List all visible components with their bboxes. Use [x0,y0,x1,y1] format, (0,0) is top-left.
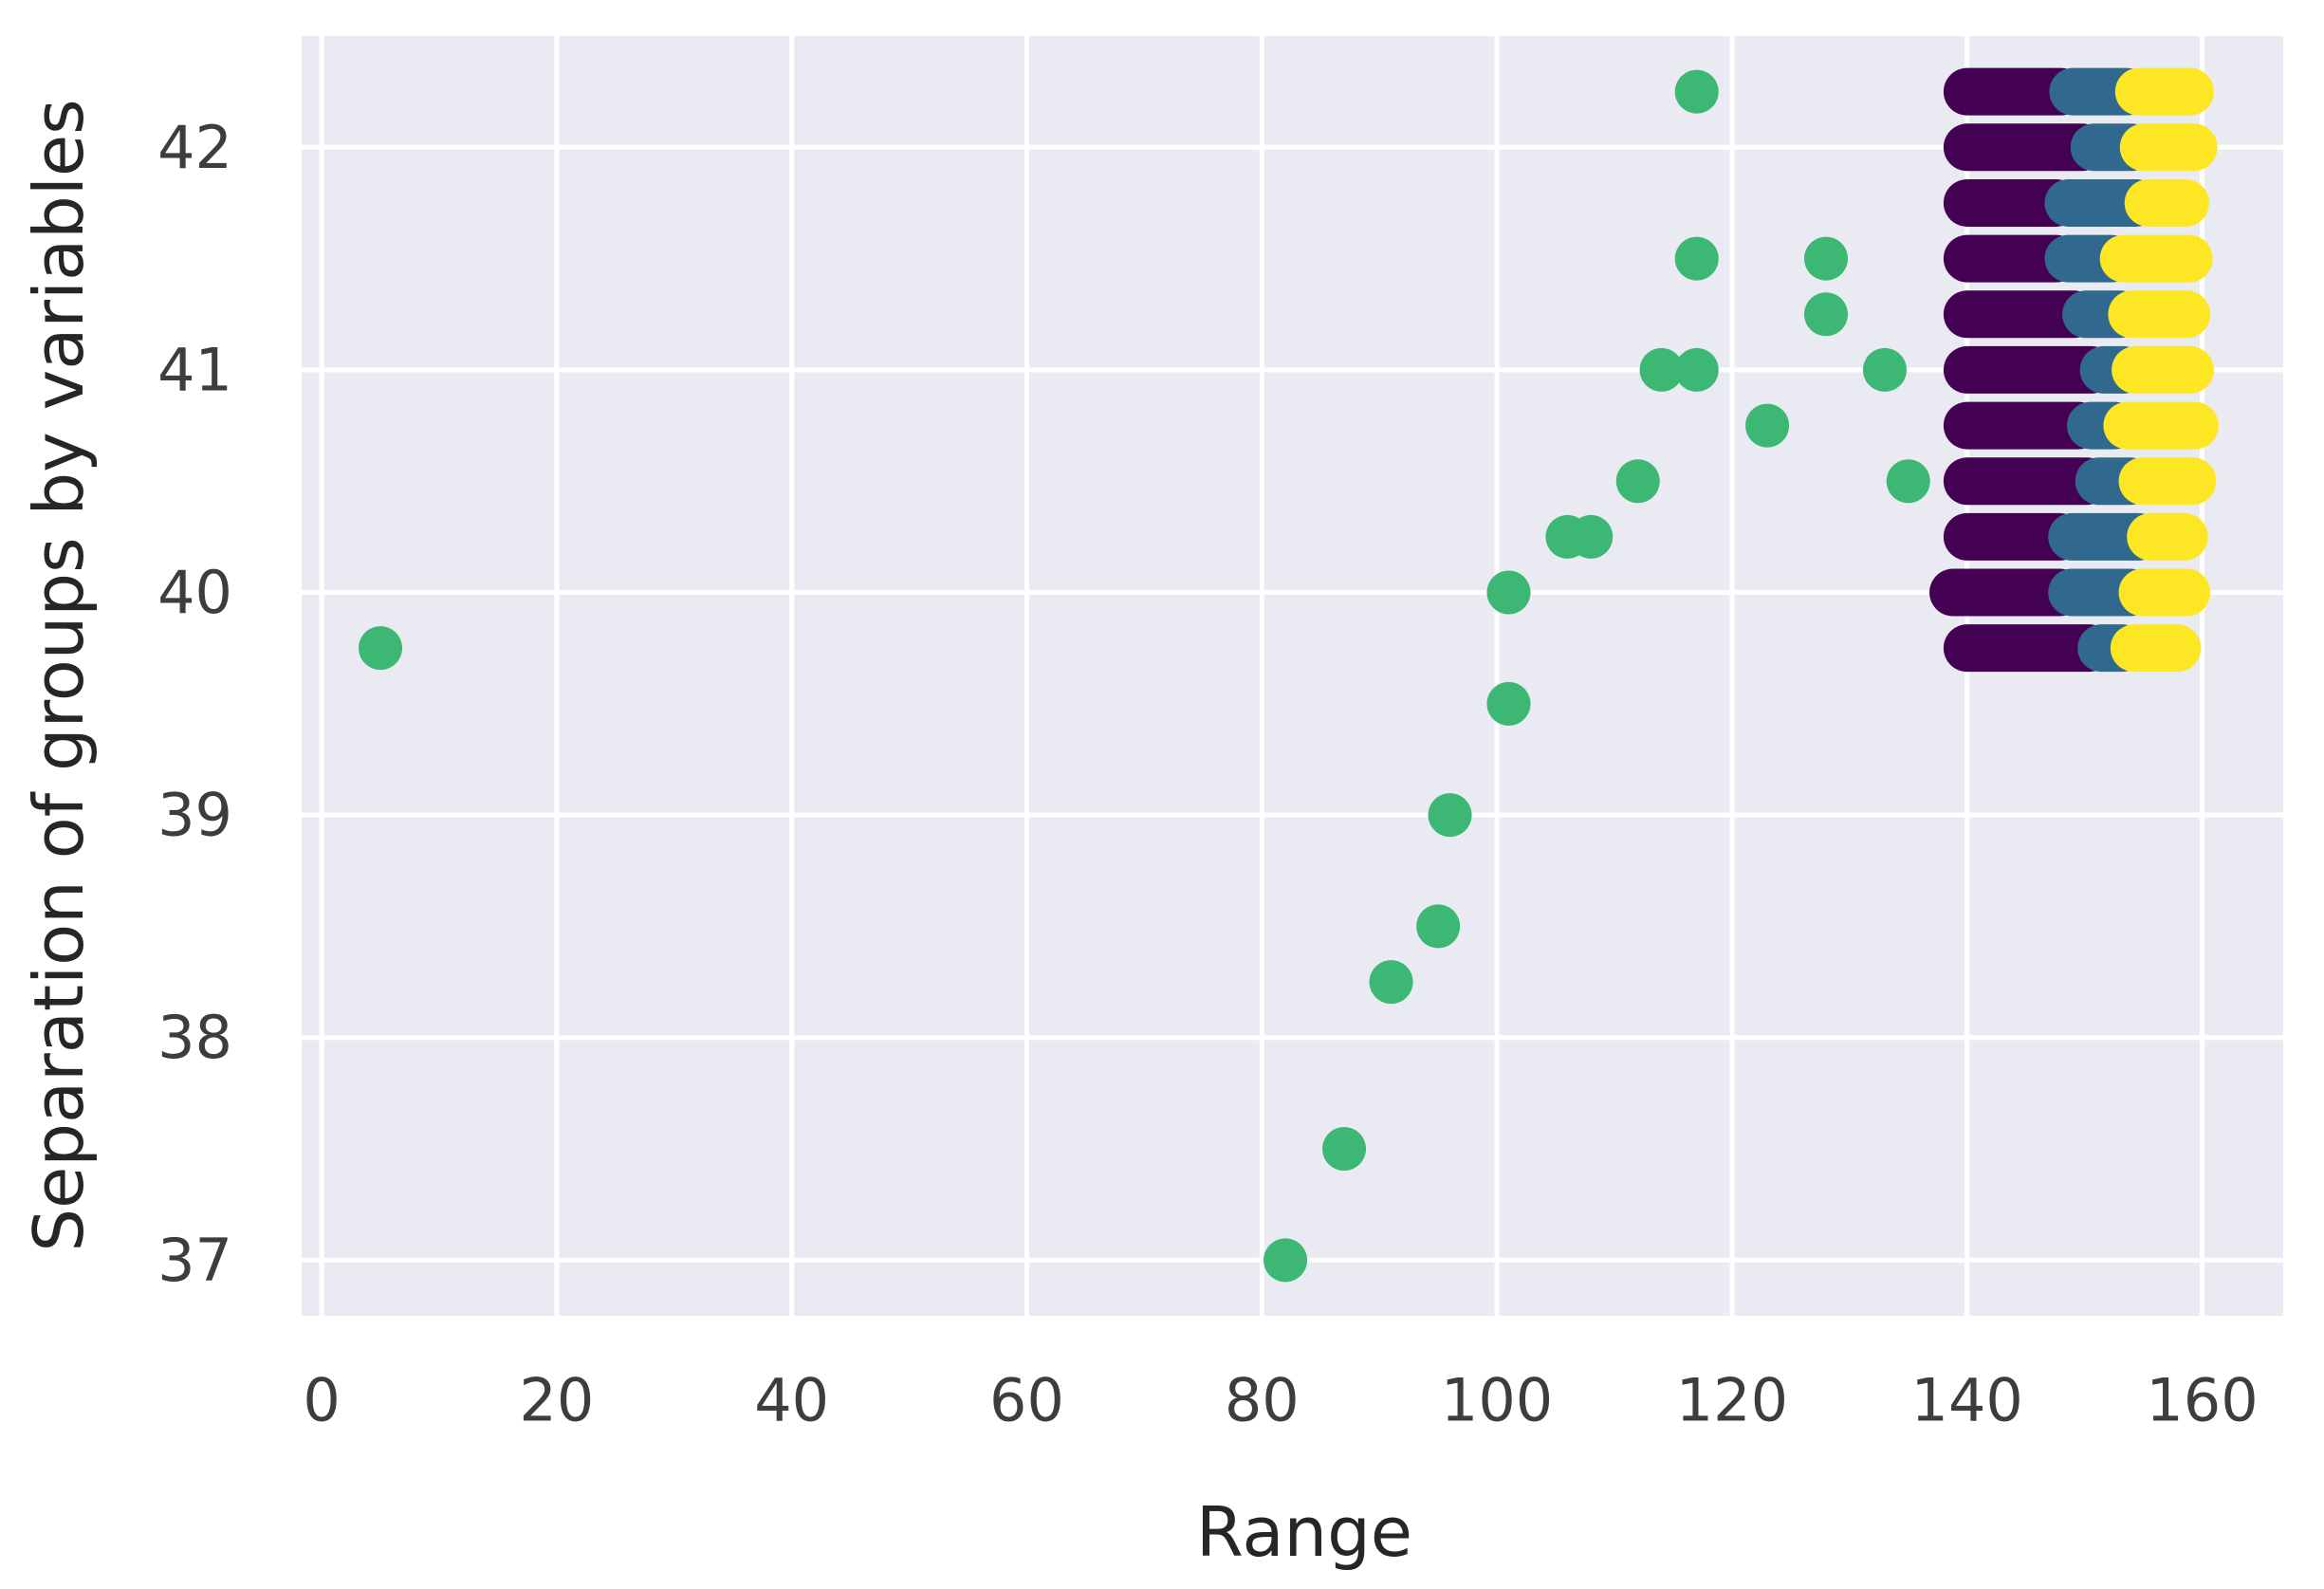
x-tick-label: 20 [519,1366,594,1435]
green-scatter-point [1416,904,1461,949]
green-scatter-point [1804,236,1849,281]
green-scatter-point [1263,1238,1308,1283]
band-segment-purple [1943,290,2098,339]
green-scatter-point [1674,236,1719,281]
band-segment-purple [1943,624,2113,673]
green-scatter-point [1862,347,1907,392]
y-tick-label: 42 [157,113,232,182]
green-scatter-point [1428,793,1472,838]
y-tick-label: 39 [157,781,232,850]
x-tick-label: 80 [1225,1366,1300,1435]
x-tick-label: 140 [1911,1366,2023,1435]
band-segment-purple [1943,67,2085,116]
y-tick-label: 40 [157,558,232,627]
band-segment-yellow [2119,123,2218,172]
green-scatter-point [1886,459,1930,504]
band-segment-yellow [2114,67,2214,116]
green-scatter-point [1615,459,1660,504]
plot-area [302,36,2283,1316]
green-scatter-point [1486,570,1531,615]
band-segment-yellow [2099,234,2213,283]
band-segment-yellow [2108,290,2211,339]
green-scatter-point [1369,960,1413,1005]
x-tick-label: 160 [2146,1366,2258,1435]
band-segment-purple [1943,345,2115,394]
band-segment-yellow [2124,178,2209,227]
band-segment-yellow [2118,568,2211,617]
band-segment-purple [1943,234,2080,283]
y-tick-label: 41 [157,335,232,404]
band-segment-purple [1943,401,2103,450]
x-tick-label: 100 [1441,1366,1553,1435]
x-tick-label: 0 [303,1366,340,1435]
band-segment-yellow [2127,512,2208,561]
green-scatter-point [1639,347,1684,392]
band-segment-purple [1943,512,2084,561]
band-segment-yellow [2110,624,2202,673]
band-segment-yellow [2118,457,2217,506]
x-tick-label: 60 [989,1366,1064,1435]
green-scatter-point [1674,347,1719,392]
green-scatter-point [359,626,403,671]
y-tick-label: 38 [157,1003,232,1072]
x-tick-label: 40 [754,1366,829,1435]
band-segment-purple [1943,123,2106,172]
green-scatter-point [1486,681,1531,726]
band-segment-purple [1929,568,2084,617]
y-tick-label: 37 [157,1226,232,1295]
green-scatter-point [1569,514,1614,559]
y-axis-label: Separation of groups by variables [19,99,99,1252]
green-scatter-point [1674,69,1719,114]
green-scatter-point [1804,292,1849,337]
x-axis-label: Range [1195,1492,1413,1572]
green-scatter-point [1745,403,1790,448]
band-segment-purple [1943,178,2080,227]
x-tick-label: 120 [1676,1366,1788,1435]
green-scatter-point [1322,1127,1367,1172]
band-segment-yellow [2112,345,2214,394]
band-segment-yellow [2103,401,2219,450]
band-segment-purple [1943,457,2111,506]
